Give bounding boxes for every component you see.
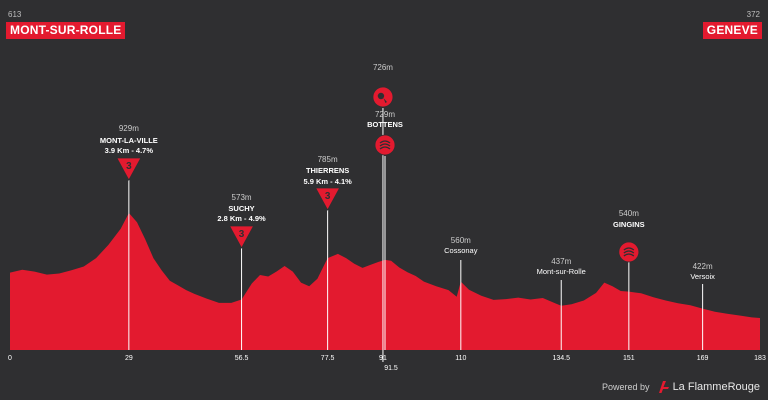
point-altitude-label: 726m xyxy=(373,63,393,72)
point-altitude-label: 437m xyxy=(551,257,571,266)
powered-by: Powered by La FlammeRouge xyxy=(602,379,760,395)
point-name-label: Versoix xyxy=(690,272,715,281)
x-tick-label: 110 xyxy=(455,355,466,362)
x-tick-label: 169 xyxy=(697,355,709,362)
kom-category-icon: 3 xyxy=(228,225,255,249)
kom-category-number: 3 xyxy=(325,191,331,202)
point-altitude-label: 729m xyxy=(375,110,395,119)
x-tick-label: 56.5 xyxy=(235,355,249,362)
point-name-label: Mont-sur-Rolle xyxy=(537,267,586,276)
x-tick-label: 151 xyxy=(623,355,635,362)
x-tick-label: 77.5 xyxy=(321,355,335,362)
point-name-label: MONT-LA-VILLE xyxy=(100,136,158,145)
flame-logo-icon xyxy=(658,381,669,393)
point-name-label: Cossonay xyxy=(444,246,478,255)
finish-altitude: 372 xyxy=(746,10,760,19)
point-altitude-label: 422m xyxy=(693,262,713,271)
finish-location-label: GENEVE xyxy=(702,22,762,39)
bonus-time-icon xyxy=(372,86,394,108)
point-name-label: SUCHY xyxy=(228,204,254,213)
point-altitude-label: 573m xyxy=(232,193,252,202)
climb-detail-label: 5.9 Km - 4.1% xyxy=(303,177,352,186)
kom-category-number: 3 xyxy=(126,161,132,172)
climb-detail-label: 2.8 Km - 4.9% xyxy=(217,214,266,223)
start-location-label: MONT-SUR-ROLLE xyxy=(6,22,126,39)
kom-category-icon: 3 xyxy=(314,187,341,211)
sprint-icon xyxy=(374,134,396,156)
point-altitude-label: 785m xyxy=(318,155,338,164)
x-tick-label: 29 xyxy=(125,355,133,362)
point-altitude-label: 929m xyxy=(119,124,139,133)
start-altitude: 613 xyxy=(8,10,22,19)
brand-name: La FlammeRouge xyxy=(672,381,760,393)
kom-category-number: 3 xyxy=(239,229,245,240)
x-tick-label: 91 xyxy=(379,355,387,362)
point-name-label: GINGINS xyxy=(613,220,645,229)
powered-by-label: Powered by xyxy=(602,382,650,392)
point-altitude-label: 560m xyxy=(451,236,471,245)
kom-category-icon: 3 xyxy=(116,157,142,181)
point-name-label: THIERRENS xyxy=(306,166,349,175)
point-altitude-label: 540m xyxy=(619,209,639,218)
x-tick-label: 183 xyxy=(754,355,766,362)
x-tick-label: 0 xyxy=(8,355,12,362)
x-tick-label-secondary: 91.5 xyxy=(384,365,398,372)
climb-detail-label: 3.9 Km - 4.7% xyxy=(105,146,154,155)
x-tick-label: 134.5 xyxy=(552,355,570,362)
sprint-icon xyxy=(618,241,640,263)
point-name-label: BOTTENS xyxy=(367,120,403,129)
